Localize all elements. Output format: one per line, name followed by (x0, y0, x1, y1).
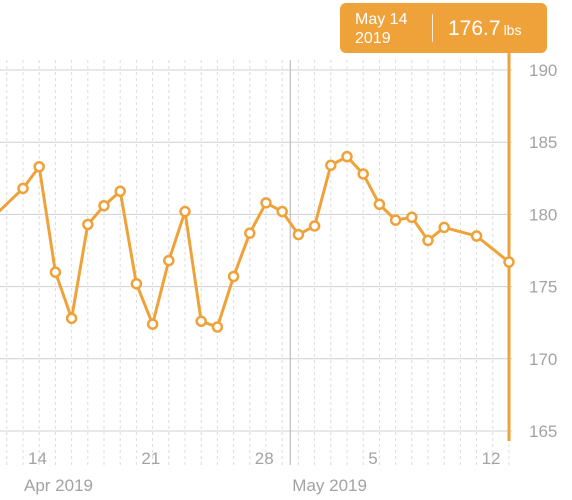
data-point (389, 214, 402, 226)
label-layer: 165 170 175 180 185 190 14 21 28 5 12 Apr 2019 May 2… (24, 61, 557, 495)
data-point (49, 266, 62, 278)
tooltip-value-group: 176.7 lbs (448, 17, 521, 42)
data-point (503, 256, 515, 268)
data-point (227, 270, 240, 283)
data-point (179, 205, 191, 218)
data-point (260, 197, 272, 209)
data-point (341, 150, 353, 163)
tooltip-value: 176.7 (448, 17, 501, 40)
data-point (114, 185, 126, 198)
data-point (146, 318, 159, 330)
tooltip-year: 2019 (355, 30, 391, 47)
x-tick-label: 14 (28, 449, 47, 468)
y-tick-label: 175 (529, 278, 557, 297)
point-layer (17, 150, 515, 333)
data-point (130, 277, 143, 290)
data-point (82, 218, 94, 231)
data-point (65, 312, 78, 325)
tooltip-divider (432, 14, 433, 42)
y-tick-label: 190 (529, 61, 557, 80)
month-label: May 2019 (292, 476, 367, 495)
selected-value-tooltip: May 14 2019 176.7 lbs (340, 3, 547, 53)
y-tick-label: 185 (529, 133, 557, 152)
tooltip-unit: lbs (503, 22, 522, 38)
data-point (357, 168, 369, 180)
grid-layer (0, 60, 512, 465)
data-point (244, 227, 256, 239)
y-tick-label: 165 (529, 422, 557, 441)
data-point (438, 221, 450, 234)
data-point (211, 321, 224, 333)
x-tick-label: 5 (368, 449, 377, 468)
data-point (422, 234, 434, 247)
tooltip-month-day: May 14 (355, 11, 408, 28)
y-tick-label: 180 (529, 205, 557, 224)
x-tick-label: 12 (482, 449, 501, 468)
data-point (98, 199, 110, 212)
tooltip-date: May 14 2019 (355, 10, 407, 48)
data-point (17, 182, 29, 195)
x-tick-label: 28 (255, 449, 274, 468)
line-layer (0, 155, 510, 329)
data-point (373, 198, 386, 211)
data-point (195, 315, 207, 328)
data-point (308, 220, 321, 232)
data-point (276, 205, 288, 218)
data-point (163, 254, 175, 267)
data-point (325, 159, 337, 172)
month-label: Apr 2019 (24, 476, 93, 495)
data-point (292, 228, 305, 241)
y-tick-label: 170 (529, 350, 557, 369)
data-point (470, 230, 483, 242)
data-point (406, 211, 418, 224)
data-point (33, 160, 45, 173)
x-tick-label: 21 (141, 449, 160, 468)
